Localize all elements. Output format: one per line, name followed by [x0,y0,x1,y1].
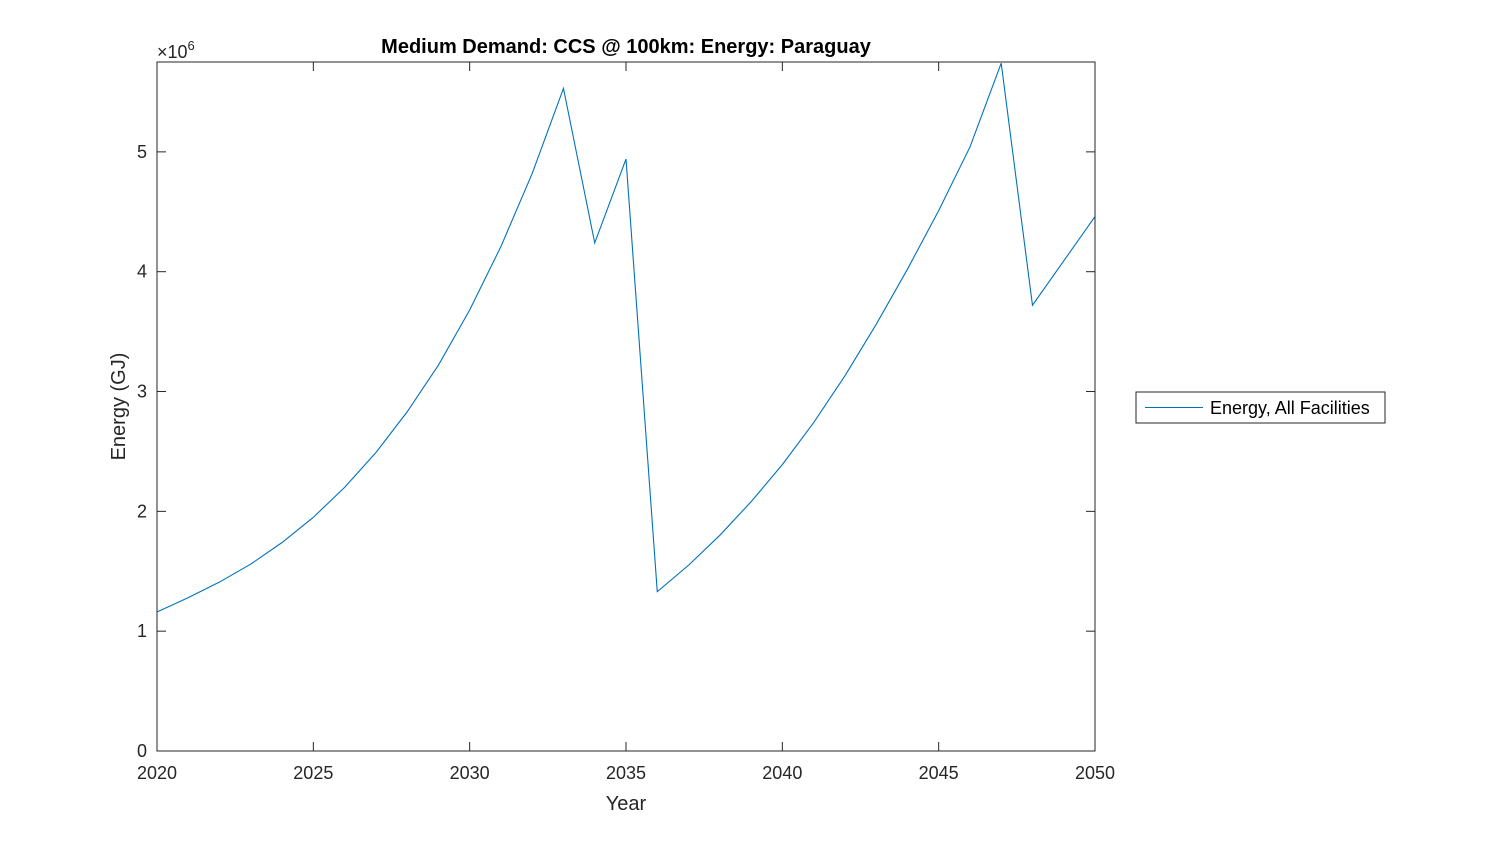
plot-area [157,62,1095,751]
x-tick-label: 2045 [919,763,959,783]
y-tick-label: 1 [137,621,147,641]
plot-box [156,61,1096,752]
y-tick-label: 2 [137,501,147,521]
y-tick-label: 3 [137,382,147,402]
series-line [156,63,1096,613]
x-tick-label: 2050 [1075,763,1115,783]
x-tick-label: 2035 [606,763,646,783]
chart-title: Medium Demand: CCS @ 100km: Energy: Para… [381,36,872,58]
x-tick-label: 2020 [137,763,177,783]
x-axis-label: Year [606,793,647,815]
y-axis-label: Energy (GJ) [108,353,130,461]
y-tick-label: 0 [137,741,147,761]
legend: Energy, All Facilities [1135,391,1386,424]
y-tick-label: 5 [137,142,147,162]
ticks-layer [156,62,1096,752]
y-exponent-label: ×106 [157,38,195,62]
x-tick-label: 2025 [293,763,333,783]
labels-layer: 2020 2025 2030 2035 2040 2045 2050 0 1 2 3 4 5 [137,142,1115,783]
x-tick-label: 2040 [762,763,802,783]
x-tick-label: 2030 [450,763,490,783]
y-exponent-power: 6 [188,38,195,53]
y-tick-label: 4 [137,262,147,282]
legend-entry-label: Energy, All Facilities [1210,398,1370,418]
y-exponent-base: ×10 [157,42,188,62]
